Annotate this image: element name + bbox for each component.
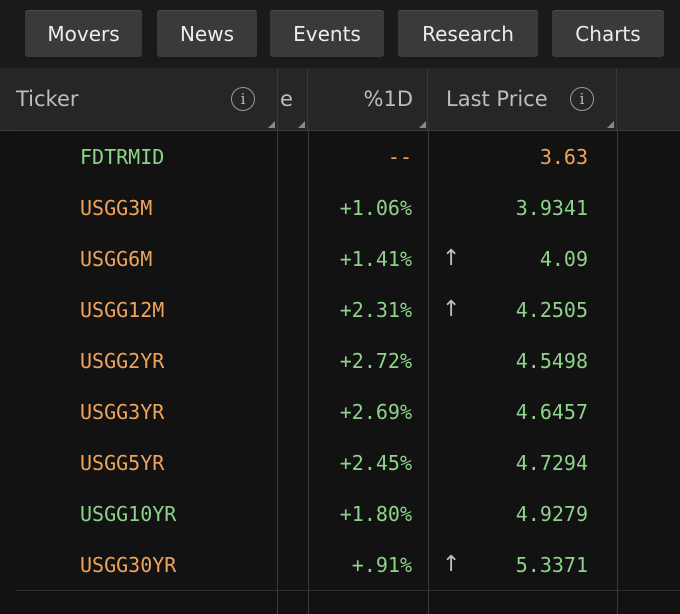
last-price-cell: 5.3371 [515, 552, 588, 577]
truncated-resize-handle-icon[interactable] [298, 121, 305, 128]
last-price-cell: 4.9279 [515, 501, 588, 526]
last-price-info-icon[interactable]: i [570, 87, 594, 111]
column-divider [616, 68, 617, 130]
last-price-cell: 3.63 [539, 144, 588, 169]
ticker-cell[interactable]: USGG2YR [80, 348, 165, 373]
change-cell: +1.06% [339, 195, 412, 220]
change-cell: +1.41% [339, 246, 412, 271]
ticker-cell[interactable]: USGG6M [80, 246, 153, 271]
column-divider [308, 131, 309, 614]
table-row[interactable]: USGG12M +2.31% ↑ 4.2505 [16, 284, 680, 336]
ticker-cell[interactable]: USGG3YR [80, 399, 165, 424]
ticker-cell[interactable]: USGG5YR [80, 450, 165, 475]
ticker-resize-handle-icon[interactable] [268, 121, 275, 128]
change-cell: -- [387, 144, 412, 169]
news-button[interactable]: News [157, 10, 257, 57]
last-price-resize-handle-icon[interactable] [607, 121, 614, 128]
column-header-change[interactable]: %1D [363, 87, 414, 111]
table-row[interactable]: USGG3YR +2.69% 4.6457 [16, 386, 680, 438]
up-arrow-icon: ↑ [442, 297, 461, 322]
column-divider [428, 131, 429, 614]
up-arrow-icon: ↑ [442, 552, 461, 577]
change-resize-handle-icon[interactable] [419, 121, 426, 128]
movers-button[interactable]: Movers [25, 10, 142, 57]
toolbar: Movers News Events Research Charts [0, 0, 680, 68]
change-cell: +2.45% [339, 450, 412, 475]
table-row[interactable]: USGG5YR +2.45% 4.7294 [16, 437, 680, 489]
change-cell: +2.69% [339, 399, 412, 424]
up-arrow-icon: ↑ [442, 246, 461, 271]
change-cell: +2.72% [339, 348, 412, 373]
table-row[interactable]: USGG2YR +2.72% 4.5498 [16, 335, 680, 387]
table-row[interactable]: USGG10YR +1.80% 4.9279 [16, 488, 680, 540]
last-price-cell: 4.09 [539, 246, 588, 271]
last-price-cell: 4.6457 [515, 399, 588, 424]
events-button[interactable]: Events [270, 10, 384, 57]
ticker-cell[interactable]: USGG12M [80, 297, 165, 322]
column-header-ticker[interactable]: Ticker [16, 87, 79, 111]
column-divider [617, 131, 618, 614]
table-row[interactable]: USGG3M +1.06% 3.9341 [16, 182, 680, 234]
change-cell: +1.80% [339, 501, 412, 526]
table-header: Ticker i e %1D Last Price i [0, 68, 680, 131]
column-header-truncated[interactable]: e [280, 87, 293, 111]
table-row[interactable]: USGG6M +1.41% ↑ 4.09 [16, 233, 680, 285]
ticker-cell[interactable]: FDTRMID [80, 144, 165, 169]
last-price-cell: 4.2505 [515, 297, 588, 322]
table-row[interactable]: USGG30YR +.91% ↑ 5.3371 [16, 539, 680, 591]
column-divider [427, 68, 428, 130]
charts-button[interactable]: Charts [552, 10, 664, 57]
ticker-cell[interactable]: USGG30YR [80, 552, 177, 577]
change-cell: +2.31% [339, 297, 412, 322]
last-price-cell: 4.7294 [515, 450, 588, 475]
research-button[interactable]: Research [398, 10, 538, 57]
column-divider [307, 68, 308, 130]
column-divider [277, 131, 278, 614]
change-cell: +.91% [351, 552, 412, 577]
quotes-table: Ticker i e %1D Last Price i FDTRMID -- 3.6… [0, 68, 680, 614]
last-price-cell: 3.9341 [515, 195, 588, 220]
last-price-cell: 4.5498 [515, 348, 588, 373]
table-row[interactable]: FDTRMID -- 3.63 [16, 131, 680, 183]
ticker-info-icon[interactable]: i [231, 87, 255, 111]
column-divider [277, 68, 278, 130]
ticker-cell[interactable]: USGG3M [80, 195, 153, 220]
column-header-last-price[interactable]: Last Price [446, 87, 548, 111]
ticker-cell[interactable]: USGG10YR [80, 501, 177, 526]
